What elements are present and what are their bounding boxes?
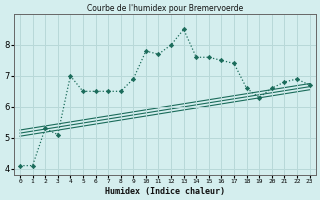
X-axis label: Humidex (Indice chaleur): Humidex (Indice chaleur) xyxy=(105,187,225,196)
Title: Courbe de l'humidex pour Bremervoerde: Courbe de l'humidex pour Bremervoerde xyxy=(87,4,243,13)
